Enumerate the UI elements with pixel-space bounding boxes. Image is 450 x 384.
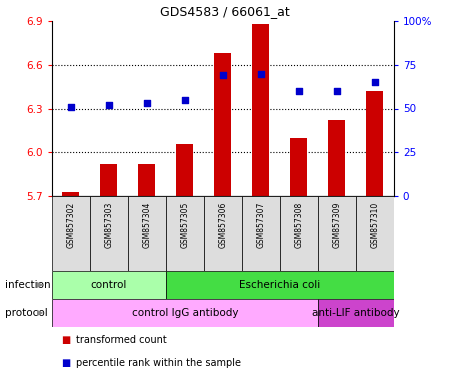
Bar	[242, 196, 280, 271]
Text: GSM857307: GSM857307	[256, 202, 265, 248]
Text: GSM857305: GSM857305	[180, 202, 189, 248]
Bar	[138, 164, 155, 196]
Text: Escherichia coli: Escherichia coli	[239, 280, 320, 290]
Text: percentile rank within the sample: percentile rank within the sample	[76, 358, 242, 368]
Text: control IgG antibody: control IgG antibody	[131, 308, 238, 318]
Bar	[52, 196, 90, 271]
Bar	[366, 91, 383, 196]
Bar	[62, 192, 79, 196]
Bar	[166, 196, 204, 271]
Bar	[328, 120, 345, 196]
Point	[333, 88, 340, 94]
Text: GDS4583 / 66061_at: GDS4583 / 66061_at	[160, 5, 290, 18]
Text: GSM857308: GSM857308	[294, 202, 303, 248]
Text: infection: infection	[4, 280, 50, 290]
Bar	[356, 196, 394, 271]
Point	[371, 79, 378, 85]
Bar	[214, 53, 231, 196]
Bar	[318, 299, 394, 327]
Bar	[290, 138, 307, 196]
Text: control: control	[90, 280, 127, 290]
Text: ▶: ▶	[37, 308, 44, 318]
Text: ■: ■	[61, 335, 70, 345]
Bar	[280, 196, 318, 271]
Point	[181, 97, 189, 103]
Point	[143, 100, 150, 106]
Point	[219, 72, 226, 78]
Bar	[204, 196, 242, 271]
Bar	[166, 271, 394, 299]
Text: GSM857309: GSM857309	[332, 202, 341, 248]
Bar	[90, 196, 128, 271]
Text: GSM857310: GSM857310	[370, 202, 379, 248]
Bar	[128, 196, 166, 271]
Text: GSM857303: GSM857303	[104, 202, 113, 248]
Text: GSM857302: GSM857302	[66, 202, 75, 248]
Bar	[52, 271, 166, 299]
Point	[105, 102, 112, 108]
Bar	[176, 144, 194, 196]
Bar	[252, 24, 269, 196]
Text: ▶: ▶	[37, 280, 44, 290]
Text: GSM857304: GSM857304	[142, 202, 151, 248]
Bar	[100, 164, 117, 196]
Text: anti-LIF antibody: anti-LIF antibody	[312, 308, 400, 318]
Text: transformed count: transformed count	[76, 335, 167, 345]
Text: ■: ■	[61, 358, 70, 368]
Point	[295, 88, 302, 94]
Text: GSM857306: GSM857306	[218, 202, 227, 248]
Bar	[318, 196, 356, 271]
Text: protocol: protocol	[4, 308, 47, 318]
Bar	[52, 299, 318, 327]
Point	[257, 70, 264, 76]
Point	[67, 104, 74, 110]
